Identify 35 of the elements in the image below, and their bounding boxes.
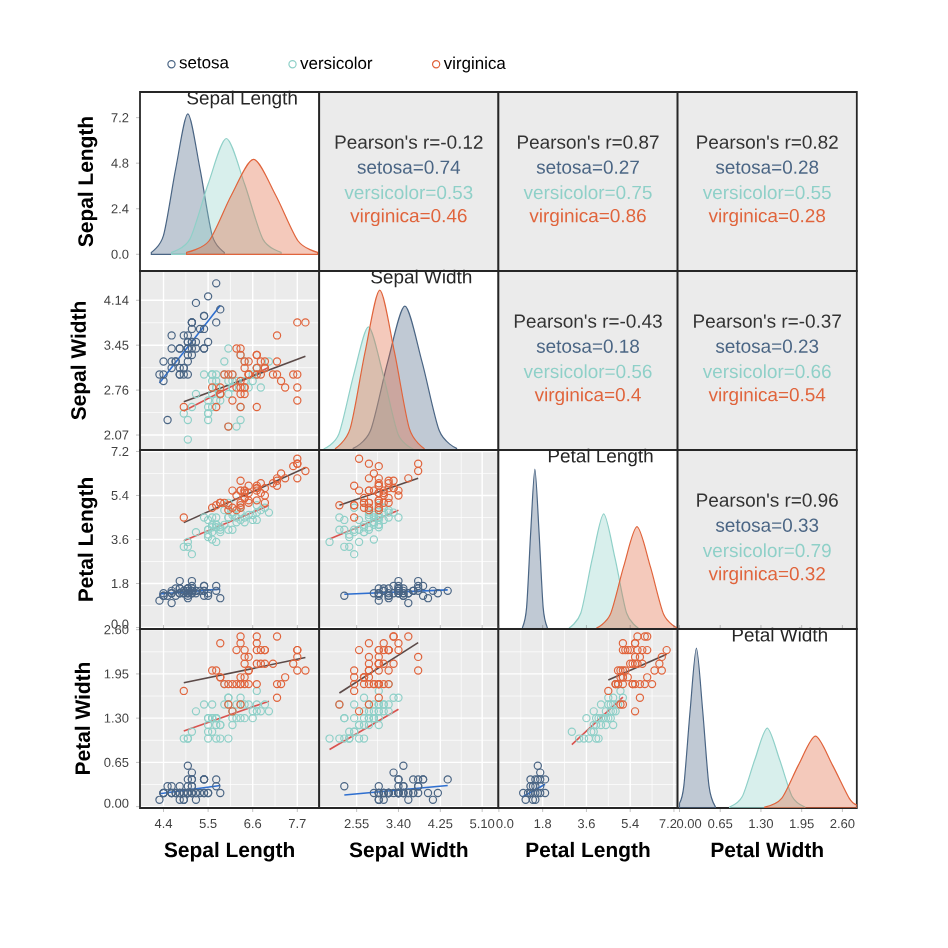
- text: virginica=0.32: [708, 566, 825, 585]
- x-axis-title: Petal Length: [526, 841, 650, 862]
- text: virginica=0.54: [708, 387, 826, 406]
- text: versicolor=0.55: [702, 185, 831, 200]
- text: virginica=0.86: [529, 208, 646, 227]
- text: setosa=0.23: [715, 339, 819, 353]
- text: setosa=0.33: [715, 518, 819, 532]
- text: setosa=0.18: [536, 339, 640, 353]
- text: versicolor=0.53: [344, 185, 473, 200]
- text: versicolor=0.66: [702, 364, 831, 379]
- y-axis-title: Petal Length: [77, 478, 98, 601]
- x-axis-title: Petal Width: [711, 841, 823, 858]
- text: versicolor=0.75: [523, 185, 652, 200]
- y-axis-title: Sepal Width: [70, 302, 91, 420]
- text: Pearson's r=-0.43: [514, 314, 662, 328]
- text: Pearson's r=0.82: [697, 135, 838, 149]
- text: Pearson's r=-0.37: [694, 314, 841, 328]
- legend-label: setosa: [179, 57, 229, 69]
- text: setosa=0.27: [536, 160, 639, 174]
- y-axis-title: Petal Width: [74, 662, 91, 774]
- text: Pearson's r=-0.12: [335, 135, 483, 149]
- text: Pearson's r=0.96: [697, 493, 838, 507]
- x-axis-title: Sepal Length: [164, 841, 294, 862]
- x-axis-title: Sepal Width: [349, 841, 468, 862]
- text: versicolor=0.79: [702, 543, 831, 558]
- legend-label: virginica: [443, 56, 506, 73]
- text: setosa=0.74: [357, 160, 461, 174]
- y-axis-title: Sepal Length: [77, 117, 98, 247]
- text: versicolor=0.56: [523, 364, 652, 379]
- text: virginica=0.46: [350, 208, 467, 227]
- text: setosa=0.28: [715, 160, 819, 174]
- legend-label: versicolor: [300, 56, 373, 70]
- text: Pearson's r=0.87: [518, 135, 659, 149]
- text: virginica=0.28: [708, 208, 826, 227]
- text: virginica=0.4: [534, 387, 641, 406]
